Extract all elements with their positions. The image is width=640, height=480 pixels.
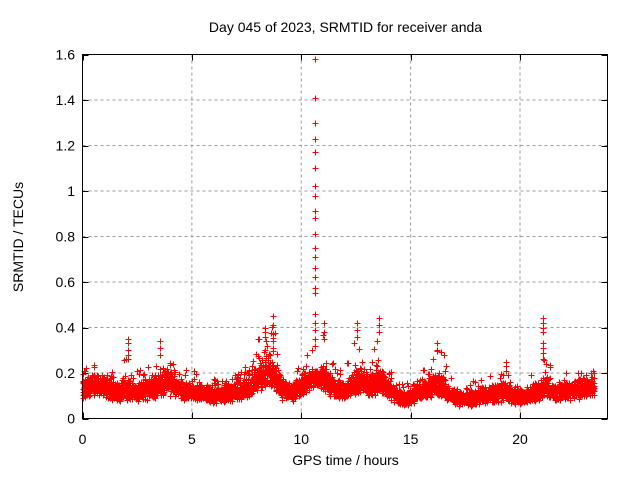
y-tick-label-0: 0 xyxy=(67,411,75,427)
x-tick-label-0: 0 xyxy=(79,431,87,447)
x-tick-label-20: 20 xyxy=(512,431,528,447)
chart-title: Day 045 of 2023, SRMTID for receiver and… xyxy=(208,19,483,35)
y-tick-label-0.8: 0.8 xyxy=(56,229,76,245)
y-tick-label-1.6: 1.6 xyxy=(56,47,76,63)
y-tick-label-0.4: 0.4 xyxy=(56,320,76,336)
plot-border xyxy=(82,54,608,419)
y-tick-label-1.4: 1.4 xyxy=(56,92,76,108)
data-points-spikes xyxy=(125,56,547,375)
x-tick-label-10: 10 xyxy=(293,431,309,447)
y-tick-label-0.2: 0.2 xyxy=(56,365,76,381)
x-tick-label-5: 5 xyxy=(188,431,196,447)
data-points-baseline xyxy=(80,324,598,410)
y-tick-label-0.6: 0.6 xyxy=(56,274,76,290)
y-tick-label-1.2: 1.2 xyxy=(56,138,76,154)
y-tick-label-1: 1 xyxy=(67,183,75,199)
axis-ticks xyxy=(82,54,608,420)
x-tick-label-15: 15 xyxy=(403,431,419,447)
x-axis-label: GPS time / hours xyxy=(292,452,399,468)
